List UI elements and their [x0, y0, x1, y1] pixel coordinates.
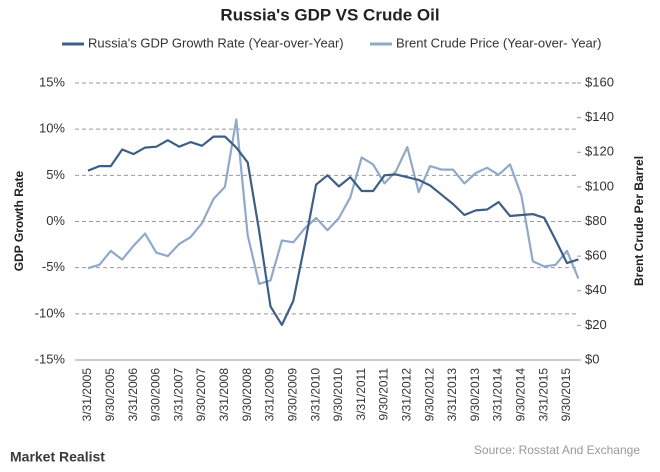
y2-tick-label: $80: [585, 213, 607, 228]
y2-axis-title: Brent Crude Per Barrel: [632, 156, 646, 286]
y-tick-label: -5%: [42, 259, 66, 274]
series-line: [87, 135, 579, 326]
x-tick-label: 3/31/2011: [354, 368, 368, 421]
y-tick-label: -10%: [35, 305, 66, 320]
x-tick-label: 9/30/2014: [514, 368, 528, 422]
x-tick-label: 9/30/2005: [103, 368, 117, 422]
y-tick-label: 0%: [46, 213, 65, 228]
x-tick-label: 3/31/2005: [80, 368, 94, 422]
x-tick-label: 3/31/2010: [308, 368, 322, 422]
series-line: [87, 118, 580, 285]
x-tick-label: 9/30/2012: [422, 368, 436, 422]
x-tick-label: 9/30/2015: [559, 368, 573, 422]
x-tick-label: 3/31/2007: [171, 368, 185, 422]
x-tick-label: 9/30/2007: [194, 368, 208, 422]
legend-label: Russia's GDP Growth Rate (Year-over-Year…: [88, 35, 344, 50]
y2-tick-label: $0: [585, 351, 599, 366]
x-tick-label: 9/30/2010: [331, 368, 345, 422]
y2-tick-label: $120: [585, 144, 614, 159]
y-tick-label: 5%: [46, 167, 65, 182]
chart-title: Russia's GDP VS Crude Oil: [220, 5, 439, 24]
x-tick-label: 9/30/2008: [240, 368, 254, 422]
y2-tick-label: $60: [585, 248, 607, 263]
x-tick-label: 3/31/2014: [491, 368, 505, 422]
y2-tick-label: $140: [585, 109, 614, 124]
logo: Market Realist: [10, 449, 105, 465]
x-tick-label: 3/31/2015: [536, 368, 550, 422]
y-axis-title: GDP Growth Rate: [12, 170, 26, 271]
y2-tick-label: $40: [585, 282, 607, 297]
x-tick-label: 9/30/2011: [377, 368, 391, 421]
x-tick-label: 3/31/2008: [217, 368, 231, 422]
x-tick-label: 9/30/2013: [468, 368, 482, 422]
x-tick-label: 9/30/2006: [149, 368, 163, 422]
y2-tick-label: $20: [585, 317, 607, 332]
x-tick-label: 3/31/2012: [400, 368, 414, 422]
y-tick-label: 15%: [39, 74, 65, 89]
source: Source: Rosstat And Exchange: [474, 443, 640, 457]
x-tick-label: 3/31/2009: [263, 368, 277, 422]
y2-tick-label: $160: [585, 74, 614, 89]
x-tick-label: 3/31/2006: [126, 368, 140, 422]
x-tick-label: 9/30/2009: [285, 368, 299, 422]
x-tick-label: 3/31/2013: [445, 368, 459, 422]
y-tick-label: -15%: [35, 351, 66, 366]
y-tick-label: 10%: [39, 121, 65, 136]
legend-label: Brent Crude Price (Year-over- Year): [396, 35, 601, 50]
y2-tick-label: $100: [585, 178, 614, 193]
